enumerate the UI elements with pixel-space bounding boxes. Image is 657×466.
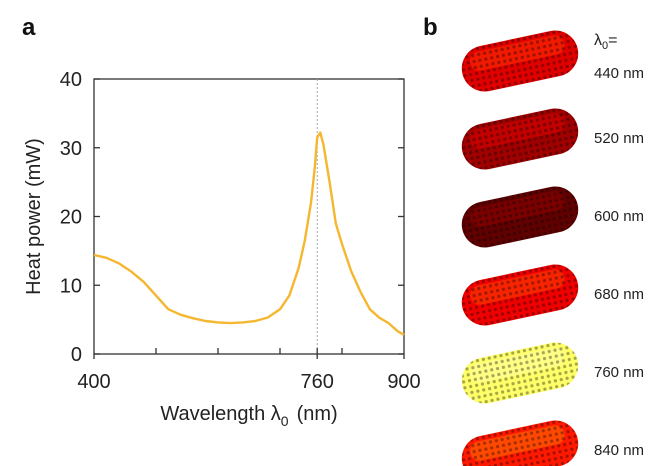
x-tick-label: 900 — [387, 371, 420, 393]
nanorod — [461, 186, 579, 248]
panel-b-letter: b — [423, 14, 438, 41]
nanorod — [461, 264, 579, 326]
x-tick-label: 400 — [77, 371, 110, 393]
nanorod-wavelength-label: 840 nm — [594, 442, 645, 459]
wavelength-header-equals: = — [608, 32, 618, 49]
nanorod-mesh — [461, 342, 579, 404]
nanorod-mesh — [461, 30, 579, 92]
x-axis-ticks: 400 760 900 — [77, 348, 421, 393]
y-tick-label: 0 — [71, 344, 82, 366]
nanorod — [461, 108, 579, 170]
nanorod-wavelength-label: 760 nm — [594, 364, 645, 381]
panel-a-letter: a — [22, 14, 36, 41]
wavelength-header: λ0= — [594, 32, 617, 52]
plot-frame — [93, 78, 405, 355]
nanorod-heat-maps — [461, 30, 579, 466]
y-axis-ticks: 0 10 20 30 40 — [60, 69, 404, 366]
nanorod — [461, 30, 579, 92]
nanorod-wavelength-label: 600 nm — [594, 208, 645, 225]
chart-axes — [93, 78, 405, 355]
nanorod — [461, 420, 579, 466]
nanorod-mesh — [461, 108, 579, 170]
nanorod — [461, 342, 579, 404]
y-tick-label: 10 — [60, 275, 82, 297]
nanorod-wavelength-label: 440 nm — [594, 65, 645, 82]
nanorod-mesh — [461, 420, 579, 466]
x-axis-label-main: Wavelength λ — [160, 403, 280, 425]
x-axis-label: Wavelength λ0 (nm) — [160, 403, 337, 429]
y-axis-label: Heat power (mW) — [23, 138, 45, 295]
x-axis-label-unit: (nm) — [297, 403, 338, 425]
y-tick-label: 30 — [60, 138, 82, 160]
heat-power-series-line — [93, 131, 405, 336]
nanorod-mesh — [461, 186, 579, 248]
wavelength-header-symbol: λ — [594, 32, 602, 49]
nanorod-wavelength-label: 680 nm — [594, 286, 645, 303]
y-tick-label: 20 — [60, 207, 82, 229]
wavelength-header-subscript: 0 — [602, 40, 609, 53]
x-axis-label-subscript: 0 — [281, 413, 289, 429]
nanorod-wavelength-label: 520 nm — [594, 130, 645, 147]
heat-power-chart: 0 10 20 30 40 400 760 900 Heat power (mW) Wave… — [23, 69, 421, 429]
x-tick-label: 760 — [301, 371, 334, 393]
y-tick-label: 40 — [60, 69, 82, 91]
nanorod-mesh — [461, 264, 579, 326]
